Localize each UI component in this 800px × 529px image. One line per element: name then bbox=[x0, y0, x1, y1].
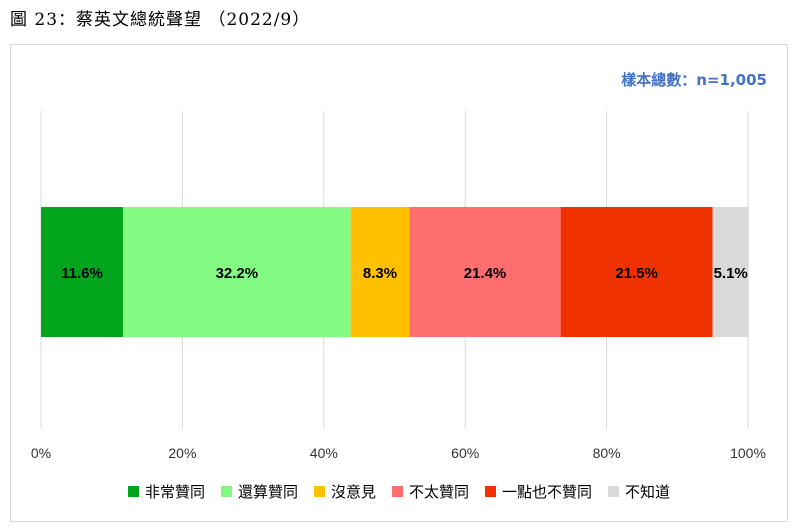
legend-item: 不知道 bbox=[608, 481, 670, 502]
chart-legend: 非常贊同 還算贊同 沒意見 不太贊同 一點也不贊同 不知道 bbox=[11, 481, 787, 502]
legend-label: 不知道 bbox=[625, 483, 671, 501]
legend-item: 沒意見 bbox=[313, 481, 376, 502]
sample-size-note: 樣本總數：n=1,005 bbox=[621, 71, 767, 89]
legend-swatch bbox=[220, 486, 232, 497]
bar-segment-3 bbox=[350, 207, 410, 337]
bar-segment-5 bbox=[560, 207, 713, 337]
bar-segment-1 bbox=[41, 207, 124, 337]
legend-swatch bbox=[608, 486, 620, 497]
data-label: 21.4% bbox=[464, 265, 507, 282]
legend-label: 非常贊同 bbox=[144, 483, 205, 501]
x-tick-label: 0% bbox=[31, 445, 51, 461]
legend-swatch bbox=[392, 486, 403, 497]
legend-item: 還算贊同 bbox=[220, 481, 298, 502]
data-label: 32.2% bbox=[216, 265, 259, 282]
legend-label: 沒意見 bbox=[330, 483, 376, 501]
legend-item: 一點也不贊同 bbox=[485, 481, 592, 502]
x-tick-label: 60% bbox=[451, 445, 479, 461]
x-tick-label: 40% bbox=[310, 445, 338, 461]
legend-swatch bbox=[485, 486, 497, 497]
bar-segment-6 bbox=[712, 207, 749, 337]
x-tick-label: 80% bbox=[593, 445, 621, 461]
legend-item: 非常贊同 bbox=[127, 481, 205, 502]
legend-item: 不太贊同 bbox=[392, 481, 469, 502]
bar-segment-4 bbox=[409, 207, 561, 337]
data-label: 5.1% bbox=[714, 265, 748, 282]
figure-title: 圖 23：蔡英文總統聲望 （2022/9） bbox=[10, 10, 311, 30]
stacked-bar-plot: 0% 20% 40% 60% 80% 100% 11.6% 32.2% 8.3% 21.4% 21.… bbox=[31, 111, 766, 461]
legend-swatch bbox=[313, 486, 325, 497]
legend-label: 一點也不贊同 bbox=[502, 483, 593, 501]
bar-segment-2 bbox=[123, 207, 351, 337]
data-label: 11.6% bbox=[61, 265, 103, 282]
legend-swatch bbox=[127, 486, 139, 497]
legend-label: 還算贊同 bbox=[237, 483, 298, 501]
x-tick-label: 100% bbox=[730, 445, 766, 461]
x-tick-label: 20% bbox=[168, 445, 196, 461]
data-label: 21.5% bbox=[615, 265, 658, 282]
data-label: 8.3% bbox=[363, 265, 397, 282]
chart-frame: 樣本總數：n=1,005 0% 20% 40% 60% 80% 100% 11.6% 32.2… bbox=[10, 44, 788, 522]
legend-label: 不太贊同 bbox=[409, 483, 470, 501]
